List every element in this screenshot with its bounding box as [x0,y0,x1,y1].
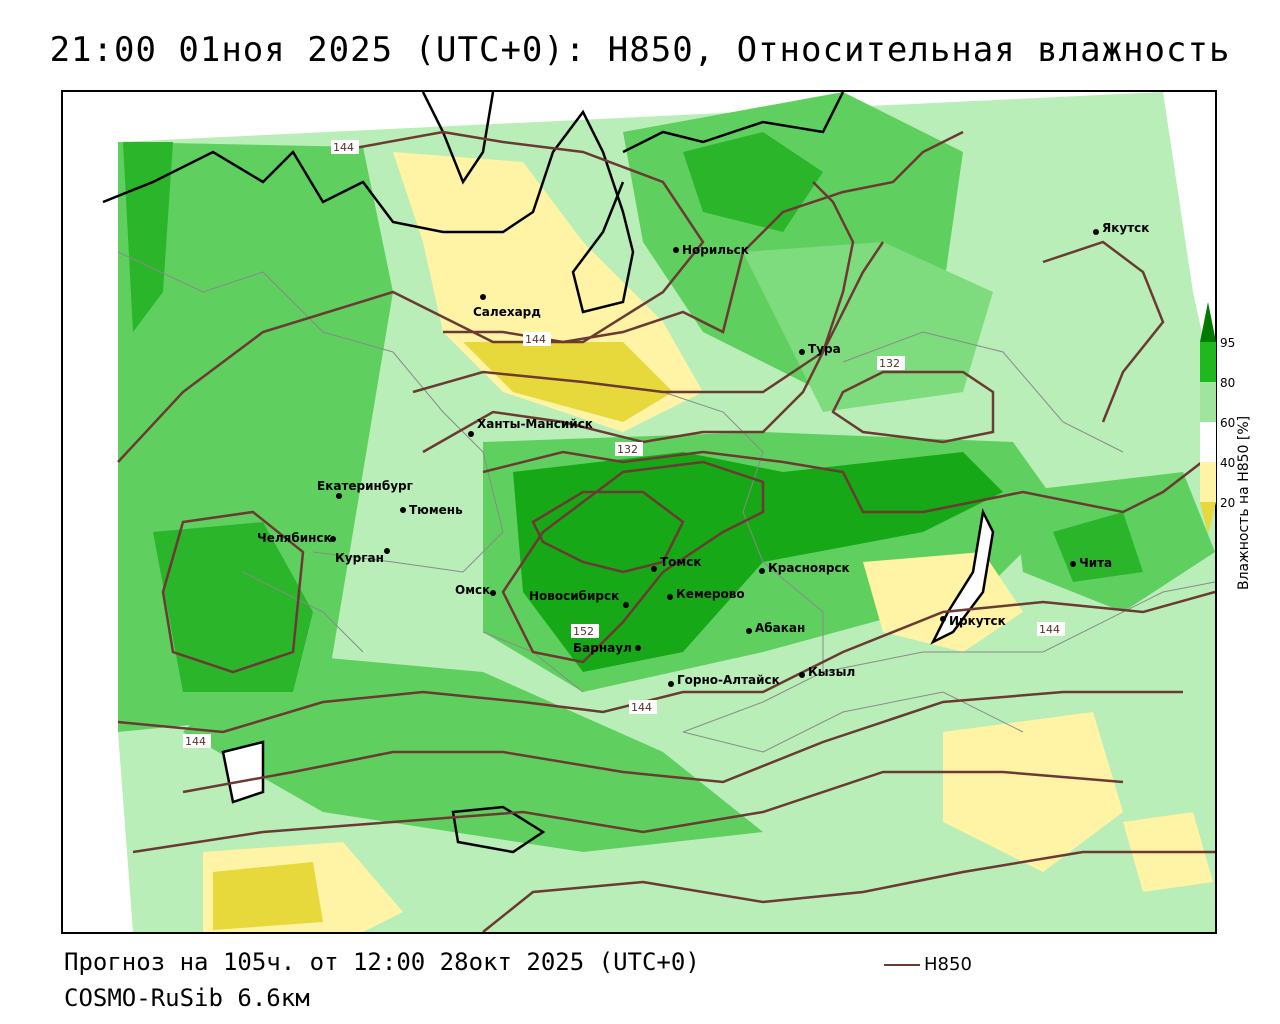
forecast-info: Прогноз на 105ч. от 12:00 28окт 2025 (UT… [64,948,700,976]
svg-text:Тура: Тура [808,342,841,356]
svg-text:Екатеринбург: Екатеринбург [317,479,413,493]
city-barnaul[interactable]: Барнаул [573,641,641,655]
city-khanty-mansiysk[interactable]: Ханты-Мансийск [468,417,593,437]
contour-label: 152 [573,625,594,638]
legend-tick-20: 20 [1220,496,1236,510]
city-chelyabinsk[interactable]: Челябинск [257,531,336,545]
legend-tick-60: 60 [1220,416,1236,430]
svg-text:Курган: Курган [335,551,384,565]
city-abakan[interactable]: Абакан [746,621,805,635]
city-novosibirsk[interactable]: Новосибирск [529,589,629,608]
model-info: COSMO-RuSib 6.6км [64,984,310,1012]
svg-text:Барнаул: Барнаул [573,641,632,655]
svg-text:Абакан: Абакан [755,621,805,635]
humidity-legend: 95 80 60 40 20 [1196,300,1276,600]
city-tyumen[interactable]: Тюмень [400,503,463,517]
contour-label: 144 [185,735,206,748]
contour-label: 144 [333,141,354,154]
city-tura[interactable]: Тура [799,342,841,356]
humidity-map[interactable]: 144 144 132 132 152 144 144 144 Норильск… [61,90,1217,934]
city-kurgan[interactable]: Курган [335,548,390,565]
city-norilsk[interactable]: Норильск [673,243,749,257]
svg-text:Красноярск: Красноярск [768,561,850,575]
legend-tick-40: 40 [1220,456,1236,470]
svg-text:Новосибирск: Новосибирск [529,589,619,603]
legend-tick-80: 80 [1220,376,1236,390]
contour-label: 144 [1039,623,1060,636]
contour-label: 132 [879,357,900,370]
city-salekhard[interactable]: Салехард [473,294,541,319]
legend-colorbar [1200,302,1216,534]
map-title: 21:00 01ноя 2025 (UTC+0): H850, Относите… [49,30,1231,70]
svg-text:Кызыл: Кызыл [808,665,855,679]
svg-text:Горно-Алтайск: Горно-Алтайск [677,673,780,687]
city-irkutsk[interactable]: Иркутск [940,614,1006,628]
contour-label: 144 [631,701,652,714]
coastline [102,92,995,854]
city-krasnoyarsk[interactable]: Красноярск [759,561,850,575]
svg-text:Чита: Чита [1079,556,1112,570]
region-borders [117,251,1215,753]
svg-text:Ханты-Мансийск: Ханты-Мансийск [477,417,593,431]
svg-text:Тюмень: Тюмень [409,503,463,517]
svg-text:Иркутск: Иркутск [949,614,1006,628]
city-kemerovo[interactable]: Кемерово [667,587,745,601]
svg-text:Салехард: Салехард [473,305,541,319]
legend-tick-95: 95 [1220,336,1236,350]
contour-labels: 144 144 132 132 152 144 144 144 [183,140,1065,748]
svg-text:Норильск: Норильск [682,243,749,257]
cities: Норильск Якутск Салехард Тура Ханты-Манс… [257,221,1149,687]
city-gorno-altaysk[interactable]: Горно-Алтайск [668,673,780,687]
contour-label: 132 [617,443,638,456]
contour-line-label: H850 [924,954,972,975]
city-yekaterinburg[interactable]: Екатеринбург [317,479,413,499]
humidity-low-zones [203,152,1213,932]
svg-text:Челябинск: Челябинск [257,531,332,545]
contour-label: 144 [525,333,546,346]
svg-text:Омск: Омск [455,583,490,597]
h850-contours [117,130,1215,932]
city-yakutsk[interactable]: Якутск [1093,221,1149,235]
svg-text:Якутск: Якутск [1102,221,1149,235]
city-chita[interactable]: Чита [1070,556,1112,570]
svg-text:Кемерово: Кемерово [676,587,745,601]
legend-title: Влажность на H850 [%] [1236,415,1252,590]
city-kyzyl[interactable]: Кызыл [799,665,855,679]
city-tomsk[interactable]: Томск [651,555,702,572]
city-omsk[interactable]: Омск [455,583,496,597]
svg-text:Томск: Томск [660,555,702,569]
map-canvas: 144 144 132 132 152 144 144 144 Норильск… [63,92,1215,932]
contour-line-swatch [884,964,920,966]
